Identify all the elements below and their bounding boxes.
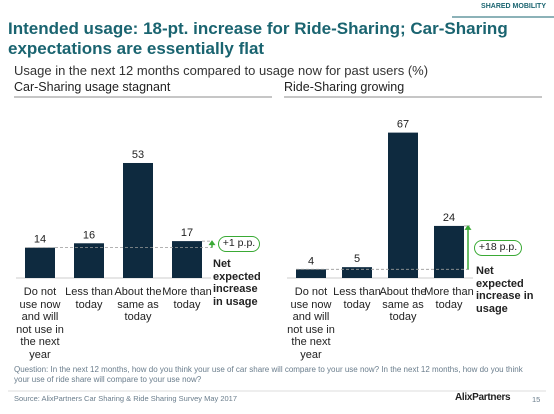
value-label: 24 xyxy=(443,212,455,224)
value-label: 14 xyxy=(34,234,46,246)
bar xyxy=(25,247,55,278)
value-label: 16 xyxy=(83,229,95,241)
change-box: +1 p.p. xyxy=(218,236,260,253)
slide-subtitle: Usage in the next 12 months compared to … xyxy=(14,63,429,78)
bar xyxy=(123,162,153,278)
bar xyxy=(434,225,464,278)
value-label: 67 xyxy=(397,119,409,131)
question: Question: In the next 12 months, how do … xyxy=(14,365,523,384)
chart-title: Ride-Sharing growing xyxy=(284,80,405,94)
category-label: Do not use now and will not use in the n… xyxy=(16,286,64,361)
chart-title: Car-Sharing usage stagnant xyxy=(14,80,171,94)
category-label: About the same as today xyxy=(114,286,162,323)
category-label: More than today xyxy=(162,286,212,311)
bar xyxy=(172,241,202,278)
change-box: +18 p.p. xyxy=(474,239,522,256)
value-label: 17 xyxy=(181,227,193,239)
category-label: About the same as today xyxy=(379,286,427,323)
category-label: More than today xyxy=(424,286,474,311)
bar xyxy=(74,243,104,278)
arrow-head xyxy=(464,224,472,230)
bar xyxy=(388,132,418,278)
value-label: 53 xyxy=(132,149,144,161)
value-label: 5 xyxy=(354,253,360,265)
page-number: 15 xyxy=(532,395,541,404)
note: Net expected increase in usage xyxy=(213,258,261,308)
source: Source: AlixPartners Car Sharing & Ride … xyxy=(14,394,238,403)
note: Net expected increase in usage xyxy=(476,265,534,315)
logo: AlixPartners xyxy=(455,392,511,403)
value-label: 4 xyxy=(308,255,314,267)
category-label: Less than today xyxy=(333,286,381,311)
category-label: Do not use now and will not use in the n… xyxy=(287,286,335,361)
bar xyxy=(342,267,372,278)
bar xyxy=(296,269,326,278)
category-label: Less than today xyxy=(65,286,113,311)
section-tag: SHARED MOBILITY xyxy=(481,3,546,10)
slide-title: Intended usage: 18-pt. increase for Ride… xyxy=(8,19,508,58)
arrow-head xyxy=(208,240,216,246)
